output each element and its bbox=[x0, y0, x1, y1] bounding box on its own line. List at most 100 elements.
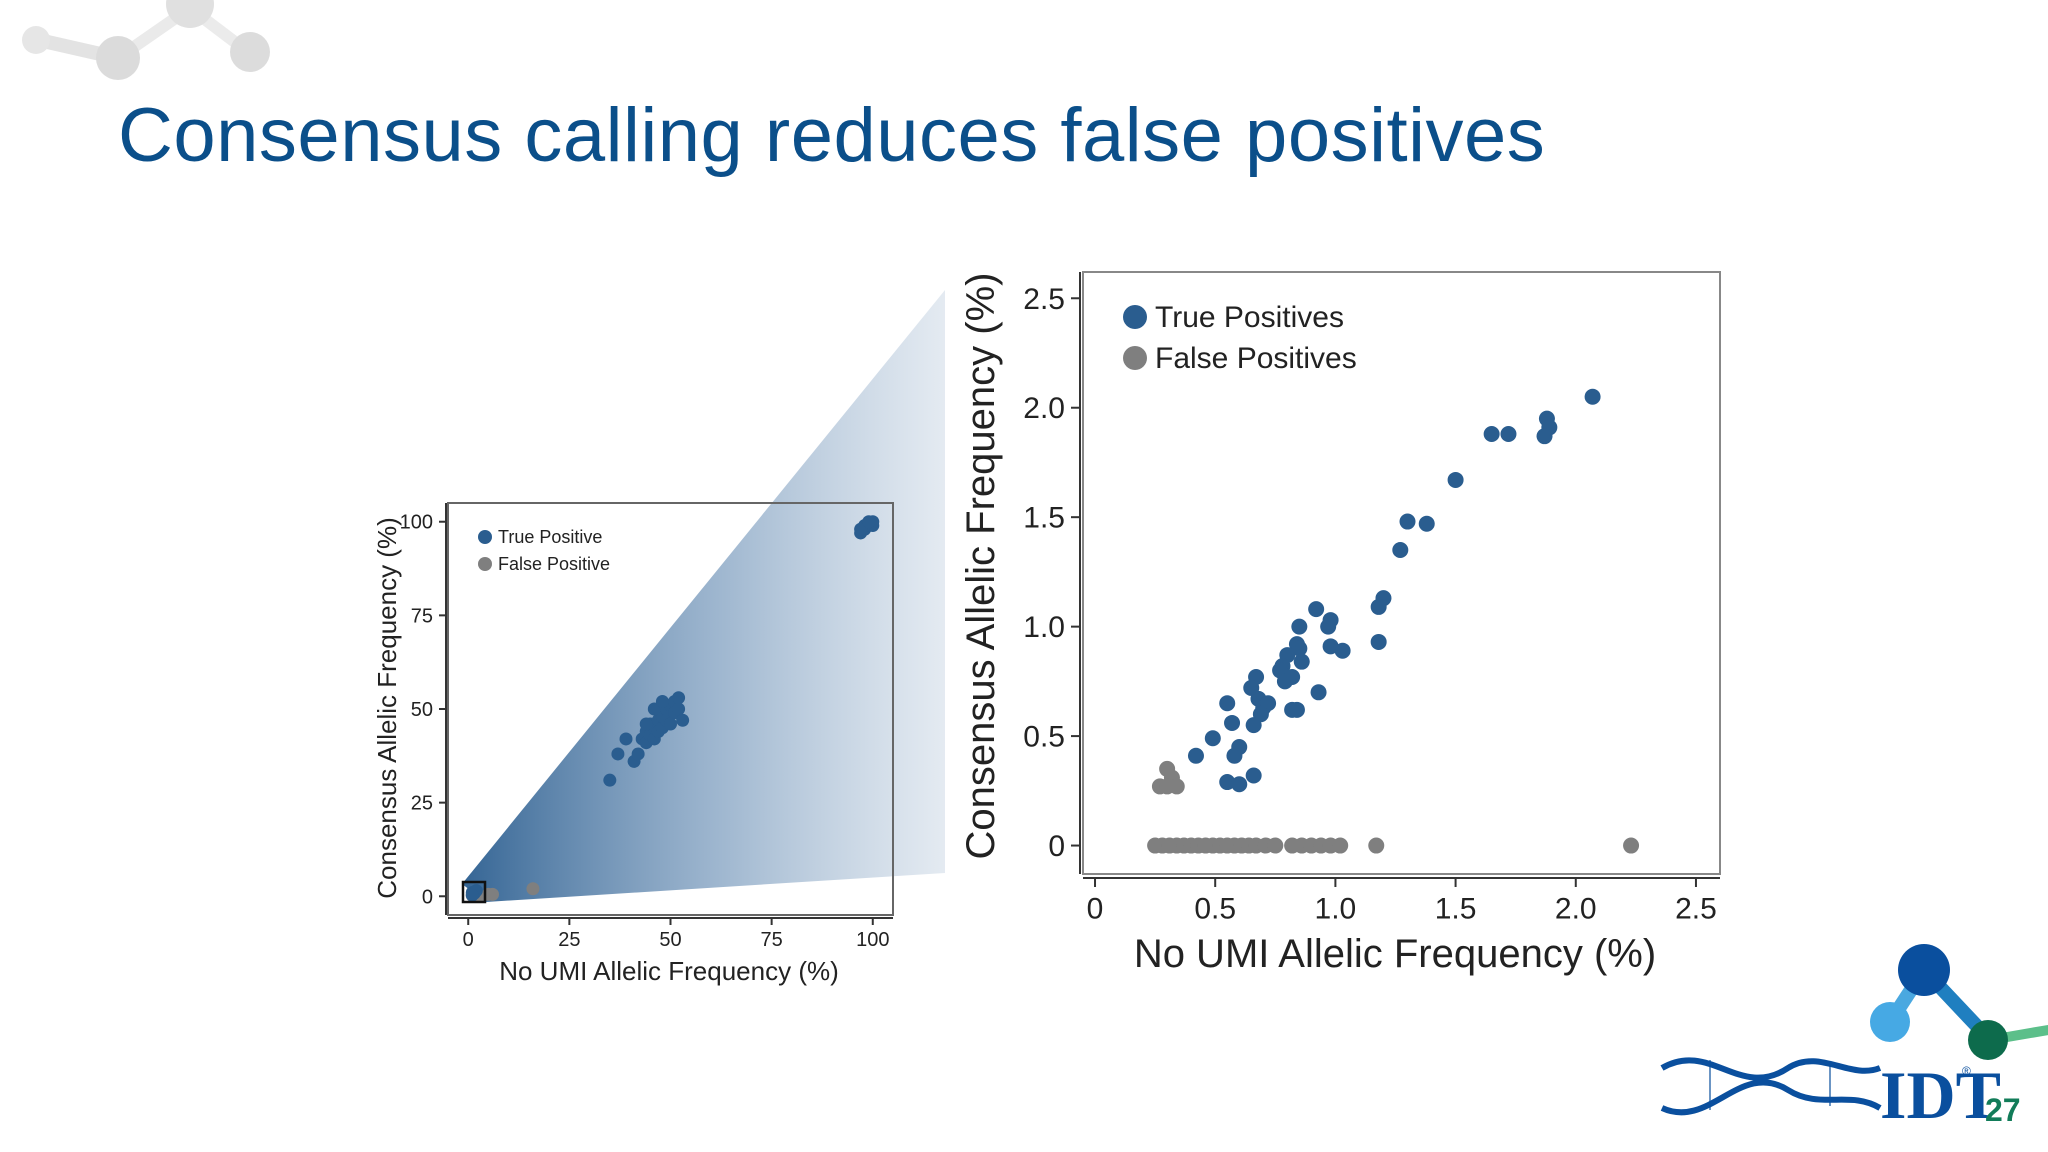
logo-registered-mark: ® bbox=[1962, 1064, 1971, 1078]
point-true-positives bbox=[1399, 513, 1416, 530]
y-tick-label: 50 bbox=[411, 699, 433, 721]
point-true-positives bbox=[1231, 776, 1248, 793]
y-tick-label: 0.5 bbox=[1023, 721, 1065, 754]
point-true-positives bbox=[1536, 428, 1553, 445]
point-true-positives bbox=[1224, 714, 1241, 731]
y-tick-label: 0 bbox=[1048, 830, 1065, 863]
page-number: 27 bbox=[1985, 1092, 2021, 1128]
molecule-mark bbox=[1870, 944, 2048, 1060]
legend-label-true-positive: True Positive bbox=[498, 527, 602, 547]
point-true-positives bbox=[1226, 747, 1243, 764]
point-true-positives bbox=[1293, 653, 1310, 670]
y-tick-label: 1.0 bbox=[1023, 611, 1065, 644]
x-tick-label: 2.0 bbox=[1555, 893, 1597, 926]
point-true-positives bbox=[1447, 471, 1464, 488]
point-false-positives bbox=[1623, 837, 1640, 854]
zoom-region-box bbox=[461, 880, 487, 904]
x-tick-label: 25 bbox=[558, 929, 580, 951]
x-ticks: 0 25 50 75 100 bbox=[463, 918, 889, 951]
point-true-positives bbox=[1392, 542, 1409, 559]
point-true-positives bbox=[1204, 730, 1221, 747]
point-true-positives bbox=[1310, 684, 1327, 701]
plot-frame bbox=[447, 502, 894, 916]
point-true-positive bbox=[664, 717, 677, 731]
point-true-positives bbox=[1219, 774, 1236, 791]
point-true-positives bbox=[1291, 640, 1308, 657]
point-true-positive bbox=[611, 747, 625, 761]
point-true-positive bbox=[862, 515, 876, 529]
scatter-chart-zoomed: 0 0.5 1.0 1.5 2.0 2.5 0 0.5 1.0 1.5 2.0 2.5 True P… bbox=[959, 271, 1721, 976]
point-true-positive bbox=[672, 691, 686, 705]
point-false-positive bbox=[486, 887, 499, 901]
legend-label-false-positives: False Positives bbox=[1155, 342, 1357, 375]
point-true-positives bbox=[1483, 425, 1500, 442]
x-ticks: 0 0.5 1.0 1.5 2.0 2.5 bbox=[1087, 878, 1717, 926]
slide-title: Consensus calling reduces false positive… bbox=[118, 93, 1546, 178]
x-tick-label: 2.5 bbox=[1675, 893, 1717, 926]
idt-logo: IDT ® bbox=[1660, 944, 2048, 1120]
point-true-positives bbox=[1500, 425, 1517, 442]
point-true-positive bbox=[639, 717, 653, 731]
point-true-positive bbox=[619, 732, 633, 746]
plot-frame bbox=[1082, 271, 1721, 875]
point-true-positives bbox=[1245, 717, 1262, 734]
y-ticks: 0 0.5 1.0 1.5 2.0 2.5 bbox=[1023, 283, 1080, 863]
point-true-positives bbox=[1418, 515, 1435, 532]
point-true-positive bbox=[655, 695, 669, 709]
y-tick-label: 2.5 bbox=[1023, 283, 1065, 316]
point-true-positive bbox=[631, 747, 645, 761]
point-true-positives bbox=[1322, 638, 1339, 655]
zoom-wedge bbox=[462, 290, 945, 902]
legend-marker-true-positives bbox=[1123, 305, 1147, 329]
point-true-positive bbox=[676, 713, 690, 727]
logo-wordmark: IDT bbox=[1880, 1057, 2001, 1120]
point-true-positives bbox=[1219, 695, 1236, 712]
x-tick-label: 50 bbox=[659, 929, 681, 951]
point-true-positives bbox=[1370, 598, 1387, 615]
legend-marker-true-positive bbox=[478, 530, 492, 544]
y-tick-label: 0 bbox=[422, 886, 433, 908]
x-tick-label: 1.0 bbox=[1315, 893, 1357, 926]
y-tick-label: 2.0 bbox=[1023, 392, 1065, 425]
y-ticks: 0 25 50 75 100 bbox=[400, 512, 446, 908]
point-false-positives bbox=[1368, 837, 1385, 854]
point-true-positive bbox=[465, 888, 479, 902]
x-tick-label: 75 bbox=[761, 929, 783, 951]
legend-label-true-positives: True Positives bbox=[1155, 301, 1344, 334]
point-true-positives bbox=[1334, 642, 1351, 659]
legend-marker-false-positives bbox=[1123, 346, 1147, 370]
point-true-positives bbox=[1187, 747, 1204, 764]
y-tick-label: 75 bbox=[411, 605, 433, 627]
y-axis-label: Consensus Allelic Frequency (%) bbox=[372, 517, 402, 899]
legend: True Positives False Positives bbox=[1123, 301, 1357, 375]
point-false-positive bbox=[526, 882, 540, 896]
y-tick-label: 1.5 bbox=[1023, 502, 1065, 535]
x-tick-label: 0 bbox=[463, 929, 474, 951]
point-true-positives bbox=[1291, 618, 1308, 635]
point-true-positives bbox=[1370, 633, 1387, 650]
molecule-decoration bbox=[22, 0, 270, 80]
legend-label-false-positive: False Positive bbox=[498, 554, 610, 574]
point-false-positives bbox=[1168, 778, 1185, 795]
point-false-positives bbox=[1332, 837, 1349, 854]
y-tick-label: 100 bbox=[400, 512, 433, 534]
point-true-positives bbox=[1320, 618, 1337, 635]
legend: True Positive False Positive bbox=[478, 527, 610, 574]
x-axis-label: No UMI Allelic Frequency (%) bbox=[499, 956, 839, 986]
point-false-positives bbox=[1267, 837, 1284, 854]
data-points bbox=[1147, 388, 1640, 854]
point-true-positive bbox=[603, 773, 617, 787]
scatter-chart-full-range: 0 25 50 75 100 0 25 50 75 100 True Positive Fals… bbox=[372, 502, 894, 986]
x-tick-label: 100 bbox=[856, 929, 889, 951]
y-tick-label: 25 bbox=[411, 793, 433, 815]
point-true-positive bbox=[672, 702, 686, 716]
x-tick-label: 0.5 bbox=[1194, 893, 1236, 926]
legend-marker-false-positive bbox=[478, 557, 492, 571]
point-true-positives bbox=[1288, 701, 1305, 718]
x-tick-label: 0 bbox=[1087, 893, 1104, 926]
point-true-positives bbox=[1584, 388, 1601, 405]
y-axis-label: Consensus Allelic Frequency (%) bbox=[959, 273, 1003, 860]
point-true-positives bbox=[1284, 668, 1301, 685]
dna-helix bbox=[1660, 1057, 1882, 1116]
